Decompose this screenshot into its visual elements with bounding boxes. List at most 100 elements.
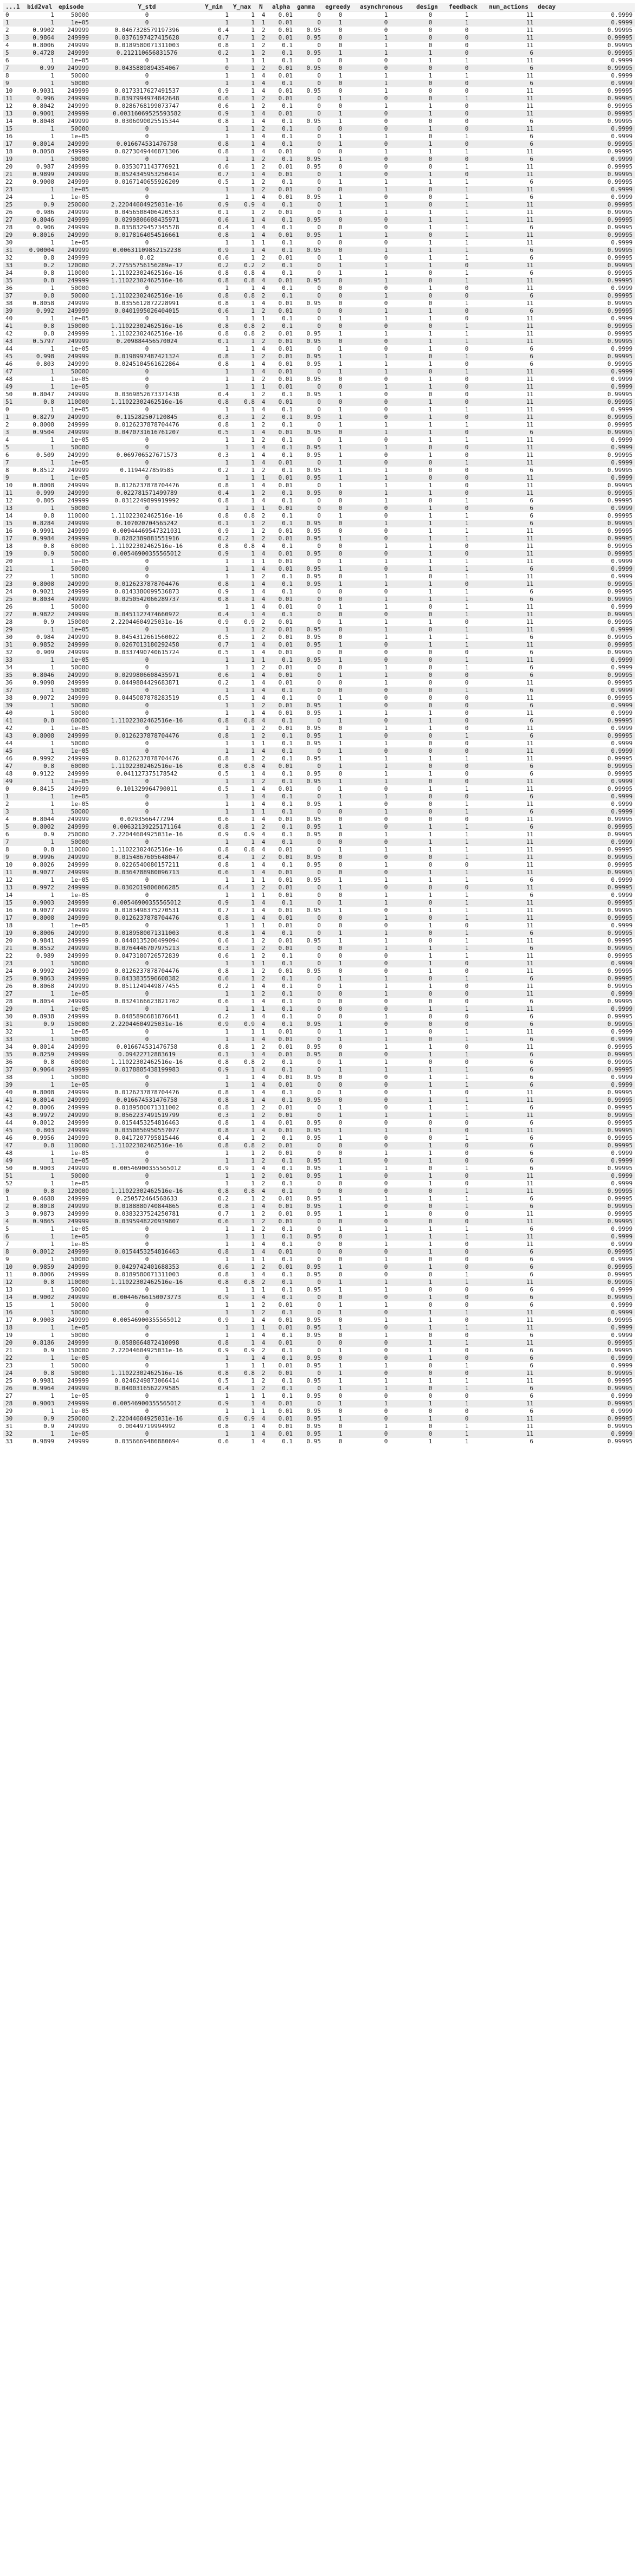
- table-row[interactable]: 8 0.8 110000 1.11022302462516e-16 0.8 0.8 4 0.0…: [3, 846, 635, 854]
- table-row[interactable]: 46 0.803 249999 0.0245104561622864 0.8 1 4 0.01…: [3, 360, 635, 368]
- column-header[interactable]: asynchronous: [358, 3, 414, 11]
- table-row[interactable]: 10 0.9859 249999 0.0429742401688353 0.6 1 2 0.0…: [3, 1263, 635, 1271]
- table-row[interactable]: 2 0.8008 249999 0.0126237878704476 0.8 1 2 0.1 0…: [3, 421, 635, 429]
- table-row[interactable]: 11 0.996 249999 0.0397994974842648 0.6 1 2 0.01…: [3, 95, 635, 102]
- table-row[interactable]: 22 1 1e+05 0 1 1 4 0.1 0.95 0 0 1 0 6 0.9999: [3, 1354, 635, 1362]
- table-row[interactable]: 43 0.5797 249999 0.209884456570024 0.1 1 2 0.01…: [3, 338, 635, 345]
- table-row[interactable]: 19 1 50000 0 1 1 2 0.1 0.95 1 0 0 0 6 0.9999: [3, 156, 635, 163]
- table-row[interactable]: 2 0.8018 249999 0.0188880740844865 0.8 1 4 0.01…: [3, 1203, 635, 1210]
- table-row[interactable]: 31 0.9 249999 0.00449719994992 0.8 1 4 0.01 0.95…: [3, 1423, 635, 1430]
- table-row[interactable]: 15 0.9003 249999 0.00546900355565012 0.9 1 4 0.…: [3, 899, 635, 907]
- table-row[interactable]: 15 0.8284 249999 0.107020704565242 0.1 1 2 0.1 0…: [3, 520, 635, 527]
- table-row[interactable]: 33 0.9899 249999 0.0356669486880694 0.6 1 4 0.1…: [3, 1438, 635, 1445]
- table-row[interactable]: 17 0.9984 249999 0.0282389881551916 0.2 1 2 0.0…: [3, 535, 635, 543]
- table-row[interactable]: 13 0.9001 249999 0.00316069525593582 0.9 1 4 0.…: [3, 110, 635, 118]
- table-row[interactable]: 16 1 50000 0 1 1 2 0.1 0 1 0 1 1 11 0.9999: [3, 1309, 635, 1316]
- table-row[interactable]: 11 0.999 249999 0.022781571499789 0.4 1 2 0.1 0.…: [3, 489, 635, 497]
- table-row[interactable]: 8 0.8012 249999 0.0154453254816463 0.8 1 4 0.01…: [3, 1248, 635, 1256]
- table-row[interactable]: 6 0.509 249999 0.069706527671573 0.3 1 4 0.1 0.9…: [3, 451, 635, 459]
- table-row[interactable]: 3 0.9873 249999 0.0383237524250781 0.7 1 2 0.01…: [3, 1210, 635, 1218]
- table-row[interactable]: 39 0.992 249999 0.0401995026404015 0.6 1 2 0.01…: [3, 307, 635, 315]
- table-row[interactable]: 21 0.8552 249999 0.0764446707975213 0.3 1 2 0.0…: [3, 945, 635, 952]
- table-row[interactable]: 1 0.4688 249999 0.250572464568633 0.2 1 2 0.01 0…: [3, 1195, 635, 1203]
- table-row[interactable]: 27 0.9822 249999 0.0451127474660972 0.4 1 4 0.1…: [3, 611, 635, 618]
- column-header[interactable]: feedback: [447, 3, 487, 11]
- table-row[interactable]: 28 0.9 150000 2.22044604925031e-16 0.9 0.9 2 0.…: [3, 618, 635, 626]
- table-row[interactable]: 25 0.9 250000 2.22044604925031e-16 0.9 0.9 4 0.…: [3, 201, 635, 209]
- table-row[interactable]: 29 1 1e+05 0 1 1 1 0.1 0 0 0 1 1 11 0.9999: [3, 1005, 635, 1013]
- table-row[interactable]: 0 0.8 120000 1.11022302462516e-16 0.8 0.8 4 0.1…: [3, 1187, 635, 1195]
- table-row[interactable]: 13 1 50000 0 1 1 1 0.1 0.95 1 1 0 0 6 0.9999: [3, 1286, 635, 1294]
- table-row[interactable]: 50 0.8047 249999 0.0369852673371438 0.4 1 2 0.1…: [3, 391, 635, 398]
- table-row[interactable]: 15 1 50000 0 1 1 2 0.01 0 1 1 0 0 6 0.9999: [3, 1301, 635, 1309]
- table-row[interactable]: 28 0.8054 249999 0.0324166623821762 0.6 1 4 0.1…: [3, 998, 635, 1005]
- table-row[interactable]: 22 0.9008 249999 0.0167140655926209 0.5 1 2 0.1…: [3, 178, 635, 186]
- table-row[interactable]: 24 1 1e+05 0 1 1 4 0.01 0.95 1 0 0 1 6 0.9999: [3, 193, 635, 201]
- table-row[interactable]: 12 0.8042 249999 0.0286768199073747 0.6 1 2 0.1…: [3, 102, 635, 110]
- table-row[interactable]: 23 1 50000 0 1 1 1 0.01 0.95 1 1 0 1 6 0.9999: [3, 1362, 635, 1370]
- table-row[interactable]: 4 1 1e+05 0 1 1 2 0.1 0 1 0 1 1 11 0.9999: [3, 436, 635, 444]
- table-row[interactable]: 28 0.906 249999 0.0358329457345578 0.4 1 4 0.1 0…: [3, 224, 635, 231]
- table-row[interactable]: 11 0.9077 249999 0.0364788980096713 0.6 1 4 0.0…: [3, 869, 635, 876]
- table-row[interactable]: 11 0.8006 249999 0.0189580071311003 0.8 1 4 0.1…: [3, 1271, 635, 1279]
- table-row[interactable]: 45 0.998 249999 0.0198997487421324 0.8 1 2 0.01…: [3, 353, 635, 360]
- table-row[interactable]: 14 0.9002 249999 0.00446766150073773 0.9 1 4 0.…: [3, 1294, 635, 1301]
- table-row[interactable]: 49 1 1e+05 0 1 1 1 0.01 0 0 1 1 0 11 0.9999: [3, 383, 635, 391]
- table-row[interactable]: 0 1 50000 0 1 1 4 0.01 0 0 1 0 1 11 0.9999: [3, 11, 635, 19]
- table-row[interactable]: 43 0.9972 249999 0.0562237491519799 0.3 1 2 0.0…: [3, 1112, 635, 1119]
- table-row[interactable]: 44 1 50000 0 1 1 1 0.1 0.95 1 1 0 0 11 0.9999: [3, 740, 635, 747]
- column-header[interactable]: alpha: [270, 3, 295, 11]
- table-row[interactable]: 6 0.9 250000 2.22044604925031e-16 0.9 0.9 4 0.1…: [3, 831, 635, 838]
- table-row[interactable]: 13 1 50000 0 1 1 1 0.01 0 0 0 1 0 6 0.9999: [3, 505, 635, 512]
- table-row[interactable]: 22 0.989 249999 0.0473180726572839 0.6 1 2 0.1 0…: [3, 952, 635, 960]
- table-row[interactable]: 24 0.9021 249999 0.0143380099536873 0.9 1 4 0.1…: [3, 588, 635, 596]
- table-row[interactable]: 26 0.9964 249999 0.0400316562279585 0.4 1 2 0.1…: [3, 1385, 635, 1392]
- table-row[interactable]: 23 1 50000 0 1 1 1 0.1 0 1 0 1 0 11 0.9999: [3, 960, 635, 967]
- table-row[interactable]: 4 0.9865 249999 0.0395948220939807 0.6 1 2 0.01…: [3, 1218, 635, 1225]
- table-row[interactable]: 27 1 1e+05 0 1 1 2 0.1 0 0 1 0 0 11 0.9999: [3, 990, 635, 998]
- table-row[interactable]: 36 1 50000 0 1 1 4 0.1 0 0 0 1 0 11 0.9999: [3, 285, 635, 292]
- table-row[interactable]: 1 1 1e+05 0 1 1 4 0.1 0 1 1 0 0 6 0.9999: [3, 793, 635, 800]
- table-row[interactable]: 28 0.9003 249999 0.00546900355565012 0.9 1 4 0.…: [3, 1400, 635, 1408]
- table-row[interactable]: 29 0.8016 249999 0.0178164054516661 0.8 1 4 0.0…: [3, 231, 635, 239]
- table-row[interactable]: 16 0.9077 249999 0.0183498375270531 0.7 1 4 0.0…: [3, 907, 635, 914]
- table-row[interactable]: 4 0.8006 249999 0.0189580071311003 0.8 1 2 0.1 0…: [3, 42, 635, 49]
- table-row[interactable]: 39 1 50000 0 1 1 2 0.01 0.95 1 0 0 0 6 0.9999: [3, 702, 635, 709]
- table-row[interactable]: 9 1 50000 0 1 1 4 0.1 0 0 1 0 0 6 0.9999: [3, 80, 635, 87]
- table-row[interactable]: 35 0.8046 249999 0.0299806608435971 0.6 1 4 0.0…: [3, 672, 635, 679]
- table-row[interactable]: 34 1 50000 0 1 1 2 0.01 0 0 1 0 1 6 0.9999: [3, 664, 635, 672]
- table-row[interactable]: 46 0.9992 249999 0.0126237878704476 0.8 1 2 0.1…: [3, 755, 635, 763]
- table-row[interactable]: 36 0.9098 249999 0.0449884429683871 0.2 1 4 0.0…: [3, 679, 635, 687]
- table-row[interactable]: 20 0.9841 249999 0.0440135206499094 0.6 1 2 0.0…: [3, 937, 635, 945]
- table-row[interactable]: 42 0.8 249999 1.11022302462516e-16 0.8 0.8 2 0.…: [3, 330, 635, 338]
- table-row[interactable]: 33 1 50000 0 1 1 4 0.01 0 1 1 0 1 6 0.9999: [3, 1036, 635, 1043]
- table-row[interactable]: 26 1 50000 0 1 1 4 0.01 0 1 1 0 1 11 0.9999: [3, 603, 635, 611]
- table-row[interactable]: 27 1 1e+05 0 1 1 1 0.1 0.95 0 0 0 0 6 0.9999: [3, 1392, 635, 1400]
- table-row[interactable]: 27 0.8046 249999 0.0299806608435971 0.6 1 4 0.1…: [3, 216, 635, 224]
- table-row[interactable]: 38 1 50000 0 1 1 4 0.01 0.95 0 0 1 1 6 0.9999: [3, 1074, 635, 1081]
- table-row[interactable]: 21 1 50000 0 1 1 4 0.01 0.95 1 0 1 1 6 0.9999: [3, 565, 635, 573]
- table-row[interactable]: 40 1 50000 0 1 1 4 0.01 0.95 1 1 1 0 11 0.9999: [3, 709, 635, 717]
- table-row[interactable]: 1 1 1e+05 0 1 1 1 0.01 0 1 0 0 1 11 0.9999: [3, 19, 635, 27]
- table-row[interactable]: 1 0.8279 249999 0.115282507120845 0.3 1 2 0.1 0.…: [3, 414, 635, 421]
- table-row[interactable]: 12 1 1e+05 0 1 1 1 0.01 0.95 1 1 1 1 6 0.9999: [3, 876, 635, 884]
- table-row[interactable]: 5 1 50000 0 1 1 4 0.1 0.95 1 1 0 0 11 0.9999: [3, 444, 635, 451]
- table-row[interactable]: 25 0.9981 249999 0.0246249873066414 0.5 1 2 0.1…: [3, 1377, 635, 1385]
- table-row[interactable]: 43 0.8008 249999 0.0126237878704476 0.8 1 2 0.1…: [3, 732, 635, 740]
- table-row[interactable]: 23 0.8008 249999 0.0126237878704476 0.8 1 4 0.1…: [3, 580, 635, 588]
- table-row[interactable]: 16 0.9991 249999 0.00944469547321031 0.9 1 2 0.…: [3, 527, 635, 535]
- table-row[interactable]: 25 0.8034 249999 0.0250542066289737 0.8 1 4 0.0…: [3, 596, 635, 603]
- table-row[interactable]: 20 0.8186 249999 0.0588664872410098 0.8 1 4 0.0…: [3, 1339, 635, 1347]
- table-row[interactable]: 9 0.9996 249999 0.0154867605648047 0.4 1 2 0.01…: [3, 854, 635, 861]
- table-row[interactable]: 8 0.8512 249999 0.1194427859585 0.2 1 2 0.1 0.95…: [3, 467, 635, 474]
- table-row[interactable]: 30 0.8938 249999 0.0485896681876641 0.2 1 4 0.1…: [3, 1013, 635, 1021]
- table-row[interactable]: 21 0.9 150000 2.22044604925031e-16 0.9 0.9 2 0.…: [3, 1347, 635, 1354]
- table-row[interactable]: 2 0.9902 249999 0.0467328579197396 0.4 1 2 0.01…: [3, 27, 635, 34]
- table-row[interactable]: 34 0.8014 249999 0.016674531476758 0.8 1 2 0.01…: [3, 1043, 635, 1051]
- table-row[interactable]: 5 0.4728 249999 0.212110656831576 0.2 1 2 0.1 0.…: [3, 49, 635, 57]
- table-row[interactable]: 48 0.9122 249999 0.041127375178542 0.5 1 4 0.1 0…: [3, 770, 635, 778]
- table-row[interactable]: 51 0.8 110000 1.11022302462516e-16 0.8 0.8 4 0.…: [3, 398, 635, 406]
- table-row[interactable]: 7 0.99 249999 0.0435889894354067 0 1 2 0.01 0.95…: [3, 64, 635, 72]
- table-row[interactable]: 5 0.8002 249999 0.00632139225171164 0.8 1 2 0.1…: [3, 823, 635, 831]
- table-row[interactable]: 4 0.8044 249999 0.0293566477294 0.6 1 4 0.01 0.9…: [3, 816, 635, 823]
